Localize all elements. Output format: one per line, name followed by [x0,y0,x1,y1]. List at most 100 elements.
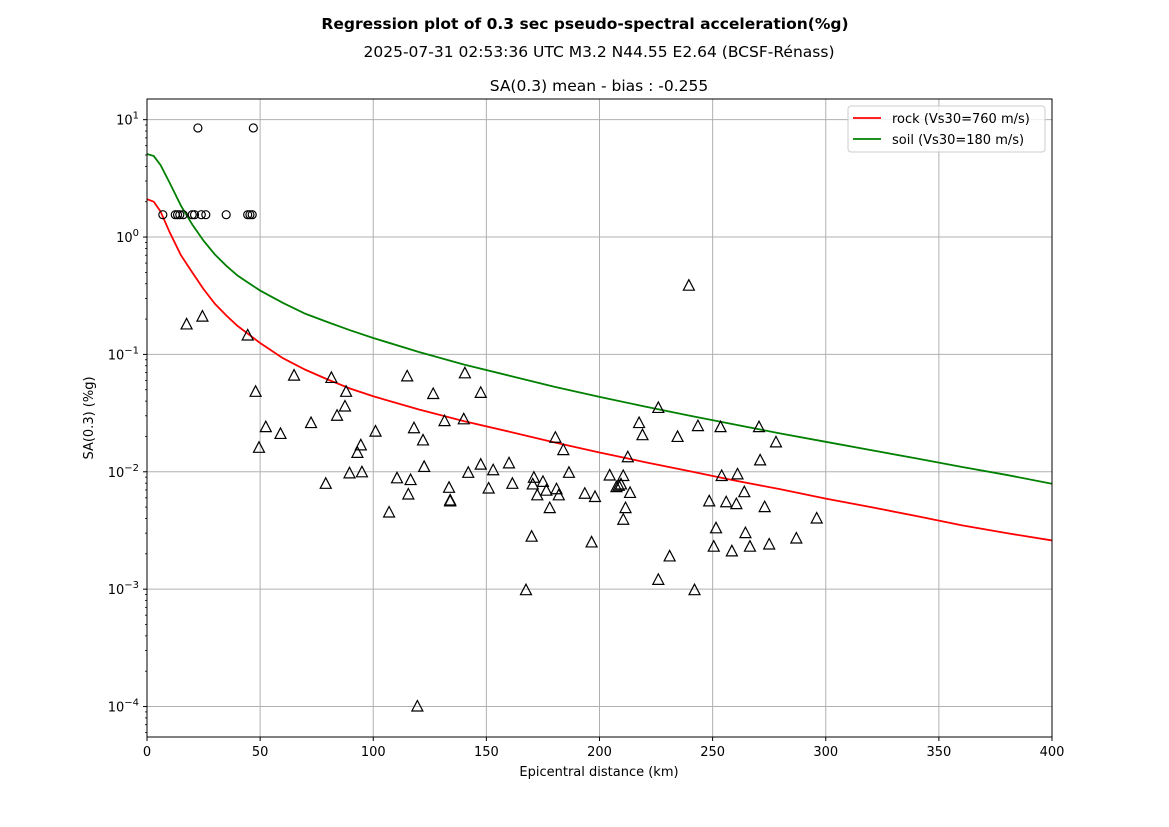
triangle-point [355,465,369,478]
triangle-point [709,521,723,534]
circle-point [189,210,200,220]
triangle-point [474,385,488,398]
triangle-point [619,500,633,514]
triangle-point [273,426,287,440]
x-tick-label: 50 [252,745,269,760]
x-tick-label: 350 [926,745,951,760]
triangle-point [304,415,318,429]
triangle-point [671,429,685,443]
triangle-point [714,419,728,433]
triangle-point [416,433,430,446]
x-axis-ticks: 0 50 100 150 200 250 300 350 400 [143,737,1065,760]
triangle-point [789,531,803,544]
legend-label: rock (Vs30=760 m/s) [892,112,1030,127]
triangle-point [259,419,273,433]
triangle-point [632,415,646,429]
triangle-point [762,537,776,550]
triangle-point [743,539,757,552]
x-tick-label: 300 [813,745,838,760]
triangle-point [562,465,576,478]
triangle-point [635,427,649,441]
triangle-point [505,476,519,489]
triangle-point [438,413,452,427]
y-tick-label: 10−1 [108,345,139,363]
triangle-point [410,699,424,712]
triangle-point [651,400,665,414]
triangle-point [556,442,570,456]
triangle-point [249,384,263,397]
triangle-point [417,459,431,473]
triangle-point [400,369,414,382]
y-tick-label: 101 [116,111,139,129]
triangle-point [382,505,396,518]
triangle-point [407,420,421,434]
triangle-point [536,474,550,487]
triangle-point [663,549,677,562]
y-tick-label: 10−2 [108,463,139,481]
triangle-point [614,477,628,490]
triangle-point [609,479,623,493]
x-tick-label: 0 [143,745,151,760]
circle-point [175,210,185,220]
triangle-point [585,535,599,548]
triangle-point [401,487,415,500]
x-tick-label: 400 [1040,745,1065,760]
legend-label: soil (Vs30=180 m/s) [892,133,1024,148]
triangle-point [339,384,353,397]
triangle-point [682,278,696,291]
triangle-point [758,499,772,513]
circle-point [201,210,211,220]
y-axis-ticks: 10−4 10−3 10−2 10−1 100 101 [108,111,147,733]
circle-points [158,123,258,220]
triangle-point [350,445,364,458]
triangle-point [612,478,626,491]
legend: rock (Vs30=760 m/s) soil (Vs30=180 m/s) [847,105,1046,153]
triangle-point [702,494,716,507]
series-line [147,153,1052,485]
legend-box [847,105,1046,153]
triangle-point [461,465,475,478]
circle-point [221,210,231,220]
triangle-point [719,494,733,508]
y-axis-label: SA(0.3) (%g) [82,376,97,459]
triangle-points [180,278,824,712]
triangle-point [338,399,352,412]
panel-title: SA(0.3) mean - bias : -0.255 [490,77,709,95]
triangle-point [738,525,752,539]
triangle-point [731,467,745,480]
y-tick-label: 100 [116,228,139,246]
triangle-point [530,488,544,501]
triangle-point [502,456,516,469]
triangle-point [342,466,356,479]
triangle-point [707,539,721,552]
triangle-point [525,529,539,542]
triangle-point [330,408,344,421]
triangle-point [729,496,743,510]
triangle-point [443,494,457,507]
triangle-point [457,412,471,425]
grid-lines [146,99,1053,737]
triangle-point [195,309,209,322]
triangle-point [519,582,533,596]
circle-point [247,210,257,220]
triangle-point [369,424,383,437]
triangle-point [588,489,602,503]
triangle-point [426,386,440,400]
circle-point [248,123,258,133]
triangle-point [319,476,333,489]
triangle-point [252,440,266,453]
series-line [147,198,1052,542]
triangle-point [482,481,496,494]
x-tick-label: 250 [700,745,725,760]
triangle-point [725,544,739,557]
circle-point [196,210,206,220]
triangle-point [715,468,729,482]
triangle-point [769,435,783,448]
chart-title: Regression plot of 0.3 sec pseudo-spectr… [321,15,848,33]
triangle-point [651,572,665,585]
circle-point [158,210,168,220]
triangle-point [810,511,824,524]
triangle-point [474,457,488,470]
chart-subtitle: 2025-07-31 02:53:36 UTC M3.2 N44.55 E2.6… [364,43,835,61]
triangle-point [180,317,194,330]
